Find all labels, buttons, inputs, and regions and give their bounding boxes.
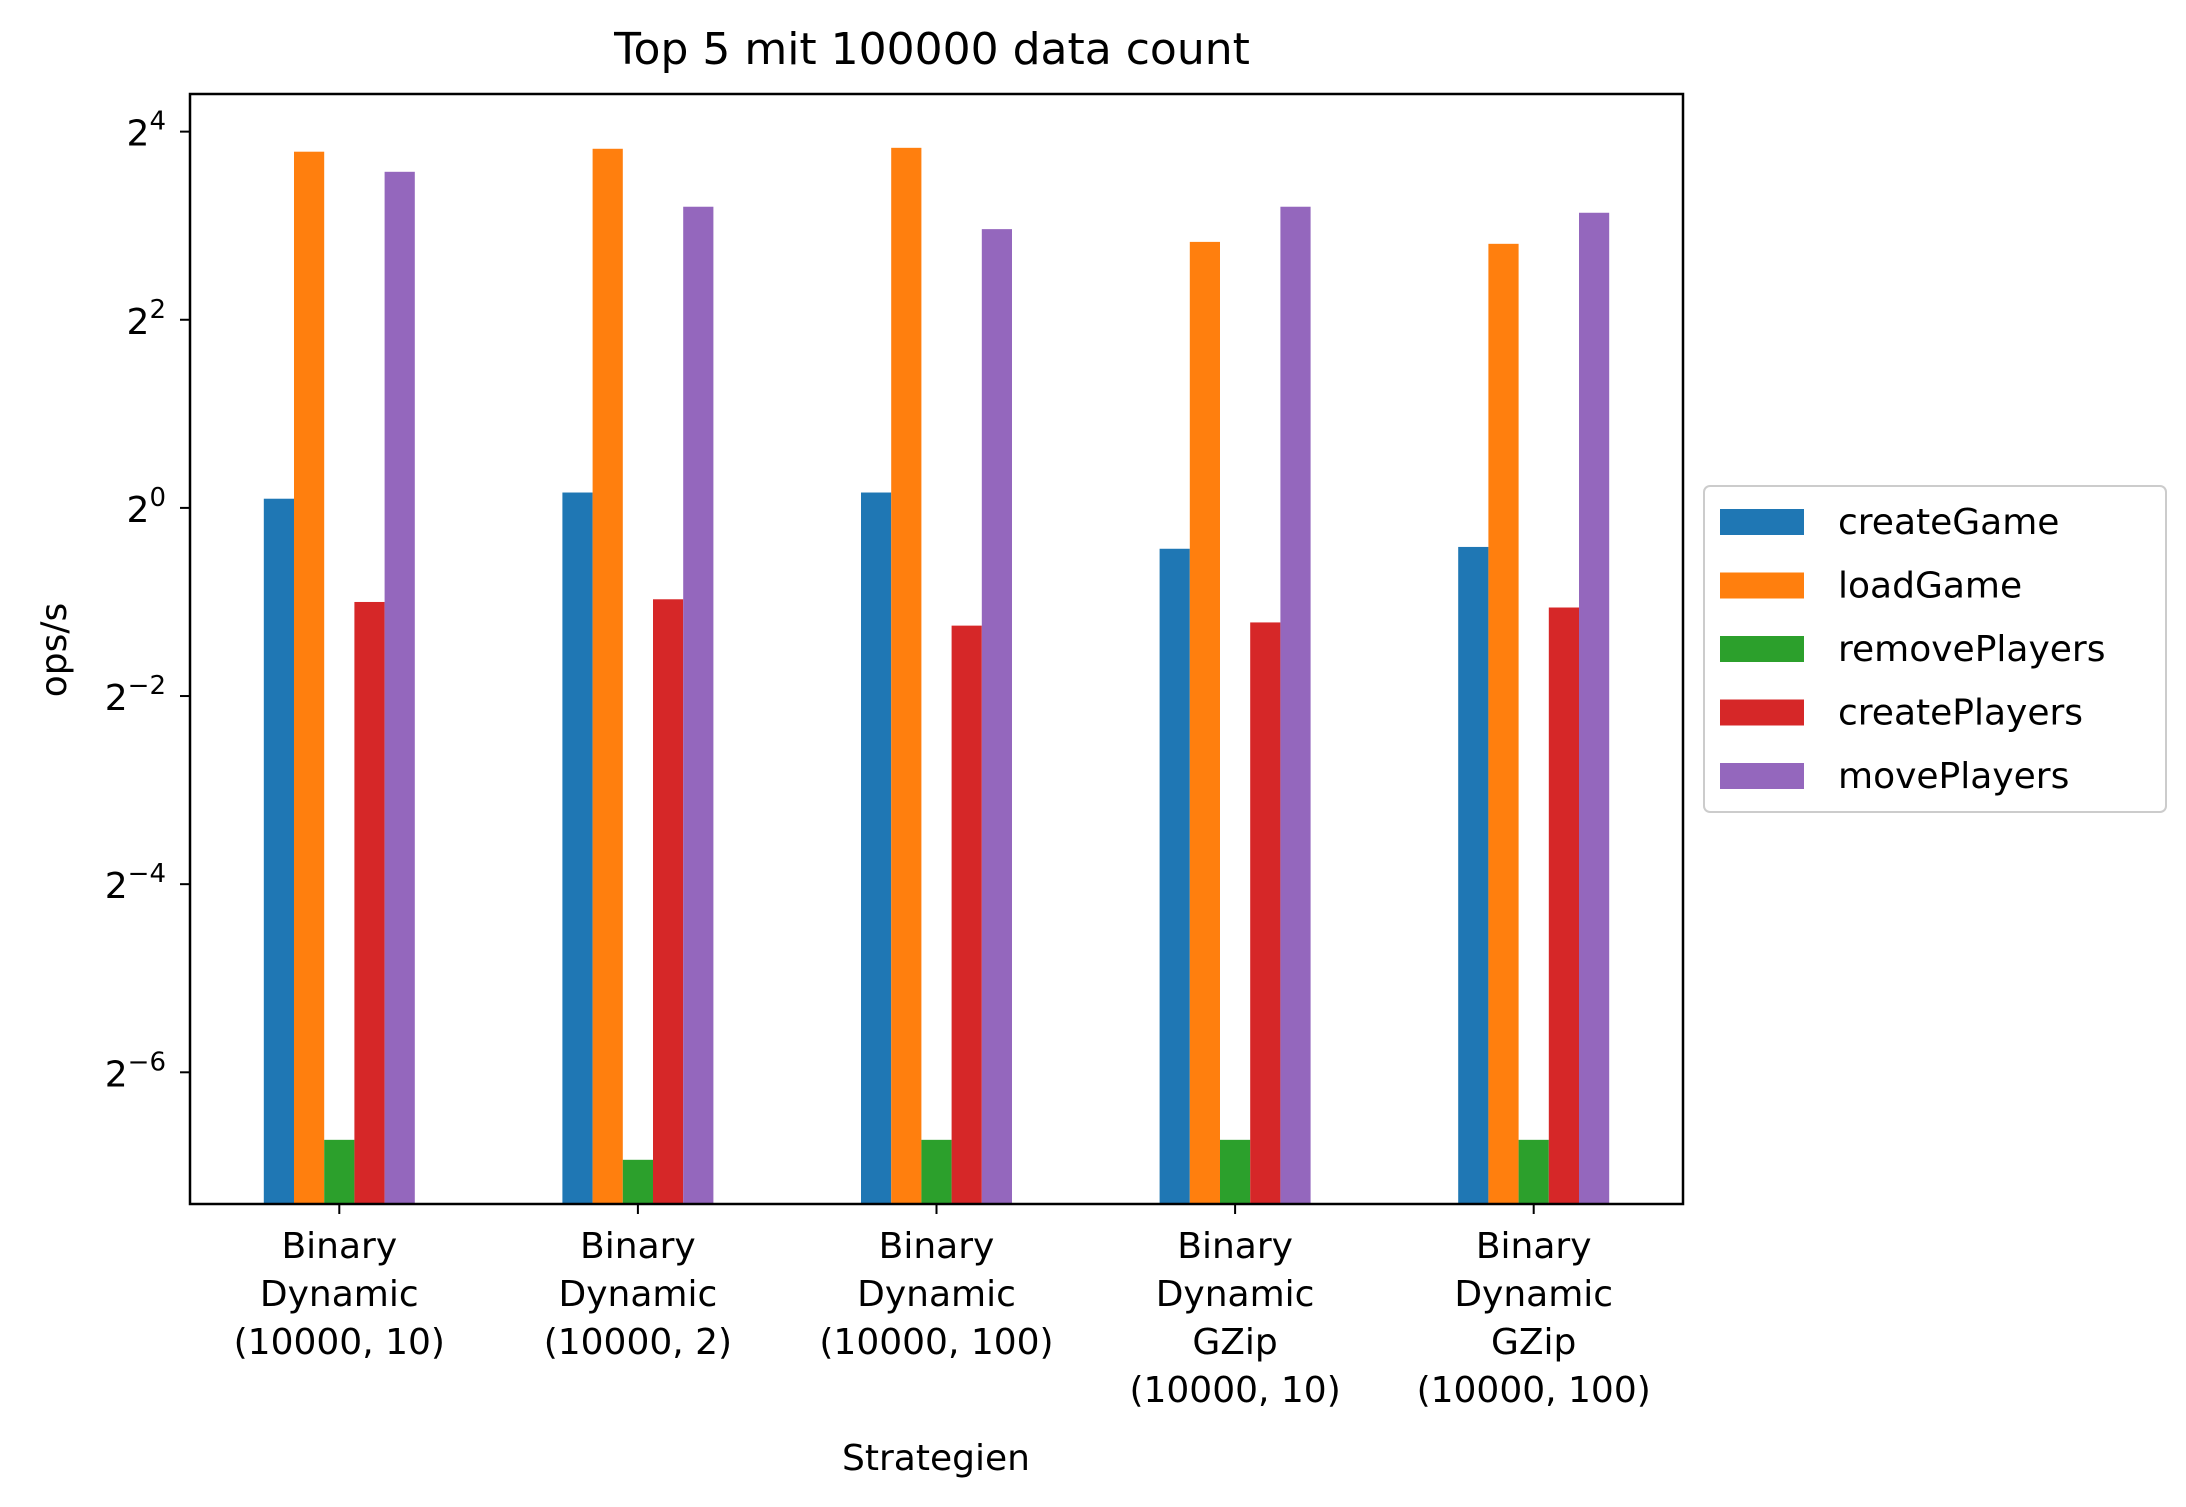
- bar-createGame-3: [1159, 548, 1190, 1204]
- bar-removePlayers-1: [622, 1159, 653, 1204]
- x-tick-label: Binary Dynamic (10000, 100): [819, 1226, 1053, 1363]
- bar-movePlayers-1: [683, 206, 714, 1205]
- bar-createPlayers-1: [653, 599, 684, 1204]
- y-tick-label: 20: [127, 483, 166, 531]
- bar-createGame-0: [263, 498, 294, 1205]
- bar-loadGame-1: [592, 148, 623, 1204]
- bar-createPlayers-4: [1548, 607, 1579, 1204]
- legend-label-createGame: createGame: [1838, 502, 2059, 543]
- y-tick-label: 2−2: [105, 671, 166, 719]
- bar-loadGame-0: [294, 151, 325, 1205]
- bar-removePlayers-4: [1518, 1139, 1549, 1204]
- bar-loadGame-4: [1488, 243, 1519, 1204]
- legend-label-loadGame: loadGame: [1838, 566, 2022, 607]
- x-tick-label: Binary Dynamic (10000, 10): [234, 1226, 445, 1363]
- bar-createGame-2: [861, 492, 892, 1204]
- bar-createPlayers-2: [951, 625, 982, 1204]
- y-tick-label: 22: [127, 295, 166, 343]
- legend-swatch-createGame: [1720, 509, 1804, 535]
- x-tick-label: Binary Dynamic GZip (10000, 100): [1417, 1226, 1651, 1411]
- legend-swatch-createPlayers: [1720, 699, 1804, 726]
- legend-label-movePlayers: movePlayers: [1838, 756, 2069, 797]
- y-tick-label: 2−6: [105, 1047, 166, 1095]
- legend-swatch-removePlayers: [1720, 636, 1804, 662]
- y-axis-label: ops/s: [34, 603, 75, 698]
- bar-movePlayers-2: [981, 229, 1012, 1204]
- bar-movePlayers-4: [1579, 212, 1610, 1204]
- legend-box: [1703, 485, 2167, 813]
- legend-label-createPlayers: createPlayers: [1838, 693, 2083, 734]
- x-axis-label: Strategien: [842, 1438, 1030, 1479]
- x-axis: Binary Dynamic (10000, 10) Binary Dynamic (10…: [234, 1204, 1651, 1411]
- bar-createGame-1: [562, 492, 593, 1204]
- bars-group: [263, 147, 1610, 1205]
- legend-swatch-movePlayers: [1720, 763, 1804, 789]
- bar-loadGame-3: [1189, 241, 1220, 1204]
- legend: createGame loadGame removePlayers createPla…: [1703, 485, 2167, 813]
- bar-removePlayers-0: [324, 1139, 355, 1204]
- y-tick-label: 2−4: [105, 859, 166, 907]
- y-axis: 24 22 20 2−2 2−4 2−6: [105, 107, 190, 1095]
- legend-label-removePlayers: removePlayers: [1838, 629, 2106, 670]
- bar-createPlayers-0: [354, 601, 385, 1204]
- y-tick-label: 24: [127, 107, 166, 155]
- x-tick-label: Binary Dynamic (10000, 2): [544, 1226, 732, 1363]
- chart-title: Top 5 mit 100000 data count: [613, 24, 1250, 75]
- bar-loadGame-2: [891, 147, 922, 1204]
- x-tick-label: Binary Dynamic GZip (10000, 10): [1129, 1226, 1340, 1411]
- bar-removePlayers-3: [1220, 1139, 1251, 1204]
- legend-swatch-loadGame: [1720, 572, 1804, 599]
- bar-removePlayers-2: [921, 1139, 952, 1204]
- bar-movePlayers-3: [1280, 206, 1311, 1205]
- bar-movePlayers-0: [384, 171, 415, 1204]
- bar-createGame-4: [1458, 546, 1489, 1204]
- bar-createPlayers-3: [1250, 622, 1281, 1204]
